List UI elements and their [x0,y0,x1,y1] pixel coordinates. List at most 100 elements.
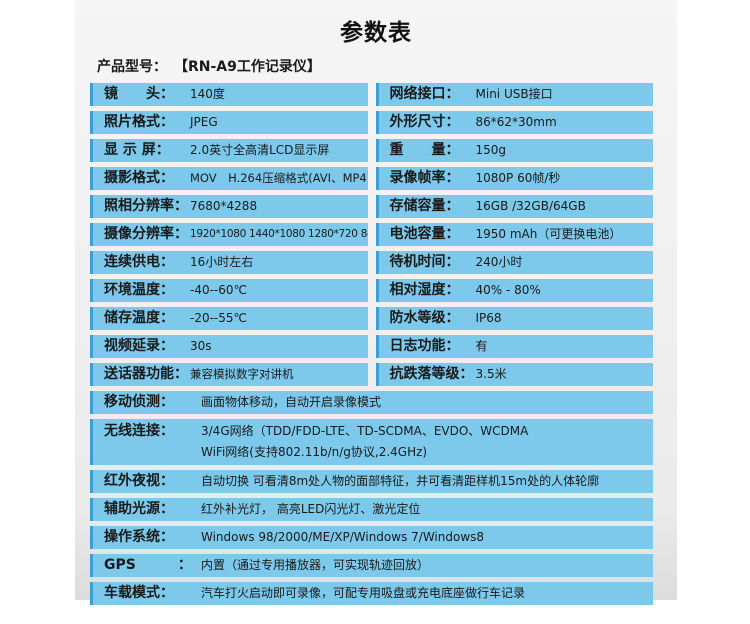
spec-log-function: 日志功能： 有 [375,335,653,358]
product-model-label: 产品型号： [97,59,167,75]
spec-value-lines: 3/4G网络（TDD/FDD-LTE、TD-SCDMA、EVDO、WCDMA W… [201,421,528,463]
spec-value: 16GB /32GB/64GB [475,199,586,213]
spec-label: 连续供电： [104,254,174,270]
spec-row: 摄像分辨率： 1920*1080 1440*1080 1280*720 848*… [90,223,653,246]
spec-value: -20--55℃ [190,311,248,325]
spec-row: 辅助光源： 红外补光灯， 高亮LED闪光灯、激光定位 [90,498,653,521]
spec-display: 显 示 屏： 2.0英寸全高清LCD显示屏 [90,139,368,162]
spec-value: 汽车打火启动即可录像，可配专用吸盘或充电底座做行车记录 [201,586,526,600]
spec-value: 40% - 80% [475,283,541,297]
spec-value: Windows 98/2000/ME/XP/Windows 7/Windows8 [201,530,485,544]
spec-label: 移动侦测： [104,394,174,410]
spec-microphone-function: 送话器功能： 兼容模拟数字对讲机 [90,363,368,386]
spec-label: 镜 头： [104,86,174,102]
spec-humidity: 相对湿度： 40% - 80% [375,279,653,302]
spec-value: 86*62*30mm [475,115,557,129]
spec-row: 连续供电： 16小时左右 待机时间： 240小时 [90,251,653,274]
spec-row: 显 示 屏： 2.0英寸全高清LCD显示屏 重 量： 150g [90,139,653,162]
spec-value: -40--60℃ [190,283,248,297]
spec-row: 照相分辨率： 7680*4288 存储容量： 16GB /32GB/64GB [90,195,653,218]
spec-value: 240小时 [475,255,523,269]
spec-waterproof-rating: 防水等级： IP68 [375,307,653,330]
spec-motion-detection: 移动侦测： 画面物体移动，自动开启录像模式 [90,391,653,414]
spec-value: 内置（通过专用播放器，可实现轨迹回放） [201,558,430,572]
spec-label: 电池容量： [389,226,460,242]
spec-value: 画面物体移动，自动开启录像模式 [201,395,382,409]
spec-row: 车载模式： 汽车打火启动即可录像，可配专用吸盘或充电底座做行车记录 [90,582,653,605]
spec-row: 操作系统： Windows 98/2000/ME/XP/Windows 7/Wi… [90,526,653,549]
spec-label: 摄像分辨率： [104,226,188,242]
spec-label: GPS ： [104,557,192,573]
spec-photo-resolution: 照相分辨率： 7680*4288 [90,195,368,218]
spec-label: 车载模式： [104,585,174,601]
product-model-row: 产品型号： 【RN-A9工作记录仪】 [97,56,677,76]
spec-value: 30s [190,339,212,353]
spec-row: 照片格式： JPEG 外形尺寸： 86*62*30mm [90,111,653,134]
spec-row: 镜 头： 140度 网络接口： Mini USB接口 [90,83,653,106]
spec-value: Mini USB接口 [475,87,553,101]
spec-video-prerecord: 视频延录： 30s [90,335,368,358]
spec-drop-resistance: 抗跌落等级： 3.5米 [375,363,653,386]
spec-value: 自动切换 可看清8m处人物的面部特征，并可看清距样机15m处的人体轮廓 [201,474,600,488]
spec-label: 无线连接： [104,423,174,439]
spec-operating-system: 操作系统： Windows 98/2000/ME/XP/Windows 7/Wi… [90,526,653,549]
spec-label: 照相分辨率： [104,198,188,214]
spec-video-resolution: 摄像分辨率： 1920*1080 1440*1080 1280*720 848*… [90,223,368,246]
spec-label: 外形尺寸： [389,114,460,130]
spec-row: 无线连接： 3/4G网络（TDD/FDD-LTE、TD-SCDMA、EVDO、W… [90,419,653,465]
spec-label: 录像帧率： [389,170,460,186]
spec-value: WiFi网络(支持802.11b/n/g协议,2.4GHz) [201,445,428,459]
spec-dimensions: 外形尺寸： 86*62*30mm [375,111,653,134]
spec-label: 显 示 屏： [104,142,170,158]
spec-label: 防水等级： [389,310,460,326]
spec-value: JPEG [190,115,218,129]
spec-label: 日志功能： [389,338,460,354]
spec-label: 抗跌落等级： [389,366,474,382]
spec-storage-capacity: 存储容量： 16GB /32GB/64GB [375,195,653,218]
spec-weight: 重 量： 150g [375,139,653,162]
spec-row: 摄影格式： MOV H.264压缩格式(AVI、MP4) 录像帧率： 1080P… [90,167,653,190]
spec-label: 送话器功能： [104,366,188,382]
spec-photo-format: 照片格式： JPEG [90,111,368,134]
spec-label: 操作系统： [104,529,174,545]
spec-network-port: 网络接口： Mini USB接口 [375,83,653,106]
spec-row: 储存温度： -20--55℃ 防水等级： IP68 [90,307,653,330]
spec-label: 待机时间： [389,254,460,270]
spec-label: 存储容量： [389,198,460,214]
spec-wireless-connection: 无线连接： 3/4G网络（TDD/FDD-LTE、TD-SCDMA、EVDO、W… [90,419,653,465]
spec-value: 1920*1080 1440*1080 1280*720 848*480 [190,228,368,240]
spec-value: 1950 mAh（可更换电池） [475,227,622,241]
spec-infrared-night-vision: 红外夜视： 自动切换 可看清8m处人物的面部特征，并可看清距样机15m处的人体轮… [90,470,653,493]
spec-label: 网络接口： [389,86,460,102]
spec-label: 摄影格式： [104,170,174,186]
spec-value: 1080P 60帧/秒 [475,171,561,185]
spec-value: 3/4G网络（TDD/FDD-LTE、TD-SCDMA、EVDO、WCDMA [201,424,529,438]
spec-table: 镜 头： 140度 网络接口： Mini USB接口 照片格式： JPEG 外形… [90,83,653,605]
spec-value: 7680*4288 [190,199,258,213]
page-title: 参数表 [340,20,412,46]
spec-standby-time: 待机时间： 240小时 [375,251,653,274]
spec-row: 环境温度： -40--60℃ 相对湿度： 40% - 80% [90,279,653,302]
spec-value: 红外补光灯， 高亮LED闪光灯、激光定位 [201,502,421,516]
spec-value: 兼容模拟数字对讲机 [190,367,294,381]
spec-value: 16小时左右 [190,255,254,269]
spec-value: 3.5米 [475,367,507,381]
spec-value: 有 [475,339,488,353]
spec-value: MOV H.264压缩格式(AVI、MP4) [190,171,368,185]
spec-row: 送话器功能： 兼容模拟数字对讲机 抗跌落等级： 3.5米 [90,363,653,386]
spec-storage-temperature: 储存温度： -20--55℃ [90,307,368,330]
spec-ambient-temperature: 环境温度： -40--60℃ [90,279,368,302]
spec-value: 140度 [190,87,225,101]
spec-video-format: 摄影格式： MOV H.264压缩格式(AVI、MP4) [90,167,368,190]
spec-value: 2.0英寸全高清LCD显示屏 [190,143,330,157]
spec-label: 环境温度： [104,282,174,298]
spec-value: 150g [475,143,507,157]
spec-frame-rate: 录像帧率： 1080P 60帧/秒 [375,167,653,190]
spec-continuous-power: 连续供电： 16小时左右 [90,251,368,274]
spec-row: 移动侦测： 画面物体移动，自动开启录像模式 [90,391,653,414]
spec-label: 辅助光源： [104,501,174,517]
spec-gps: GPS ： 内置（通过专用播放器，可实现轨迹回放） [90,554,653,577]
spec-auxiliary-light: 辅助光源： 红外补光灯， 高亮LED闪光灯、激光定位 [90,498,653,521]
spec-row: 视频延录： 30s 日志功能： 有 [90,335,653,358]
product-model-value: 【RN-A9工作记录仪】 [181,59,321,75]
